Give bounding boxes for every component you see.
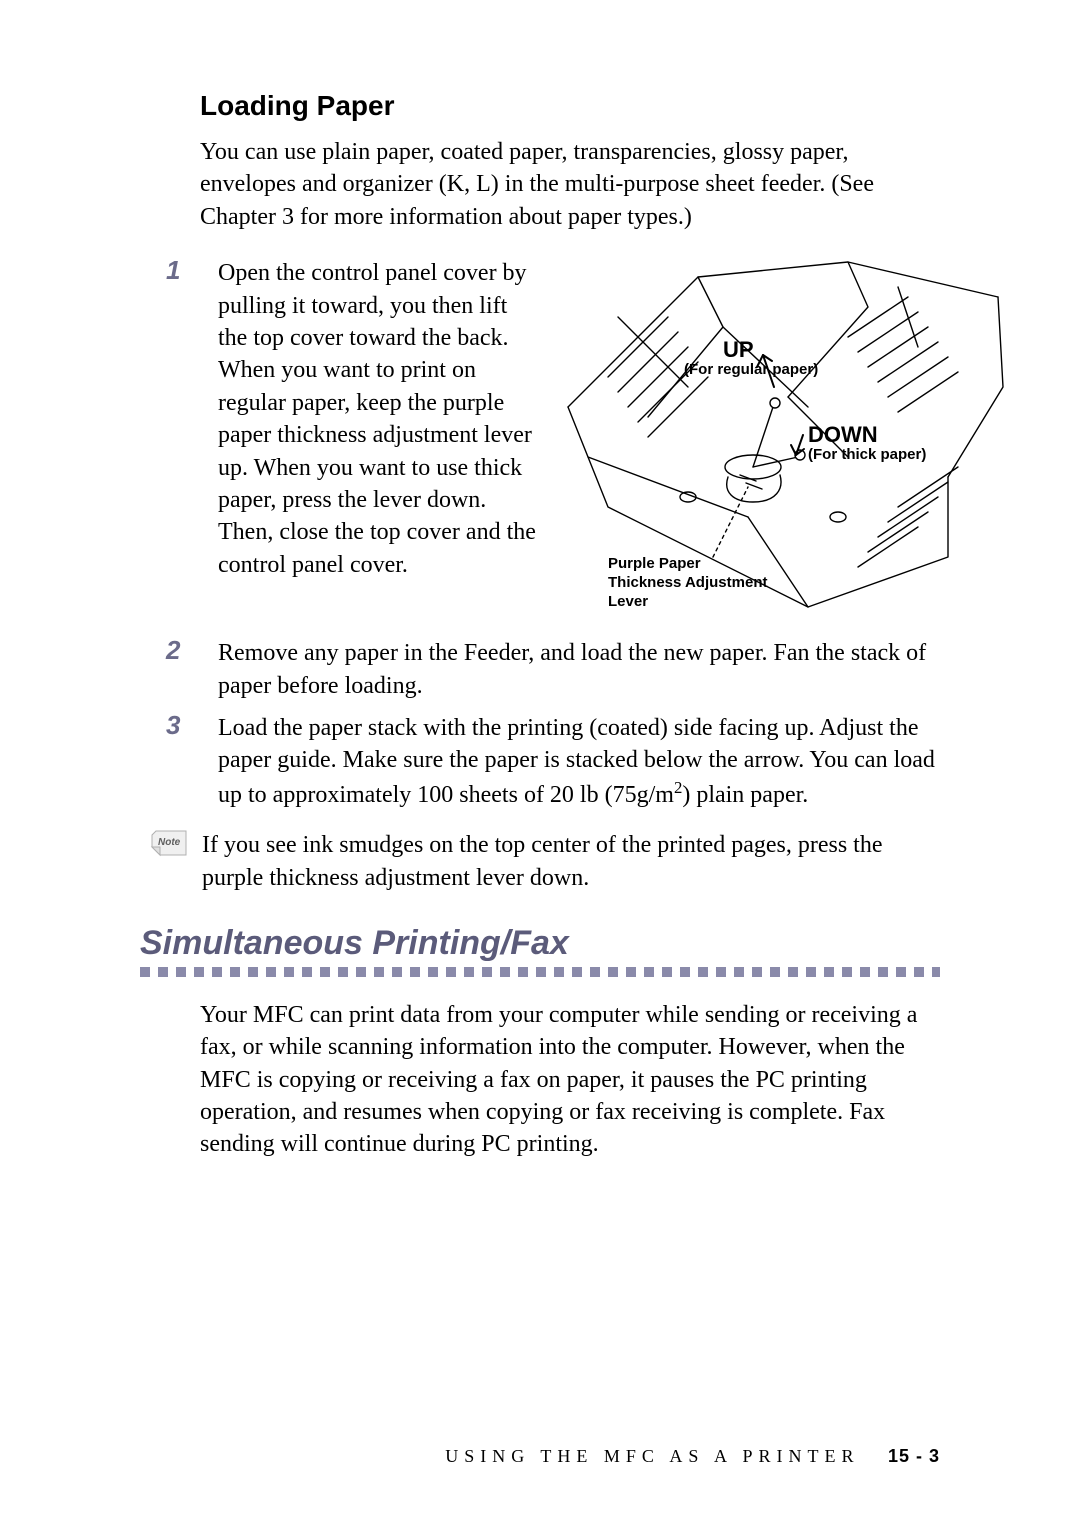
document-page: Loading Paper You can use plain paper, c… [0,0,1080,1529]
step1-content: Open the control panel cover by pulling … [218,257,1008,627]
step-row: 3 Load the paper stack with the printing… [140,712,940,811]
step-row: 1 Open the control panel cover by pullin… [140,257,940,627]
step-text: Remove any paper in the Feeder, and load… [218,637,940,702]
note-row: Note If you see ink smudges on the top c… [140,829,940,894]
diagram-up-label: UP [723,337,754,363]
step-text: Open the control panel cover by pulling … [218,257,538,581]
page-footer: USING THE MFC AS A PRINTER 15 - 3 [445,1446,940,1467]
step-number: 2 [140,637,218,663]
step-row: 2 Remove any paper in the Feeder, and lo… [140,637,940,702]
note-text: If you see ink smudges on the top center… [202,829,940,894]
step-text: Load the paper stack with the printing (… [218,712,940,811]
diagram-down-sublabel: (For thick paper) [808,446,926,463]
loading-paper-heading: Loading Paper [200,90,940,122]
simultaneous-heading: Simultaneous Printing/Fax [140,924,940,963]
simultaneous-body: Your MFC can print data from your comput… [200,999,940,1161]
note-icon-label: Note [158,837,181,848]
footer-page-number: 15 - 3 [888,1446,940,1466]
diagram-up-sublabel: (For regular paper) [684,361,818,378]
section-divider [140,967,940,977]
step-number: 1 [140,257,218,283]
footer-chapter: USING THE MFC AS A PRINTER [445,1446,859,1466]
step-number: 3 [140,712,218,738]
loading-paper-intro: You can use plain paper, coated paper, t… [200,136,940,233]
printer-diagram: UP (For regular paper) DOWN (For thick p… [548,257,1008,627]
note-icon: Note [140,829,198,859]
diagram-purple-lever-label: Purple Paper Thickness Adjustment Lever [608,555,767,611]
diagram-down-label: DOWN [808,422,878,448]
